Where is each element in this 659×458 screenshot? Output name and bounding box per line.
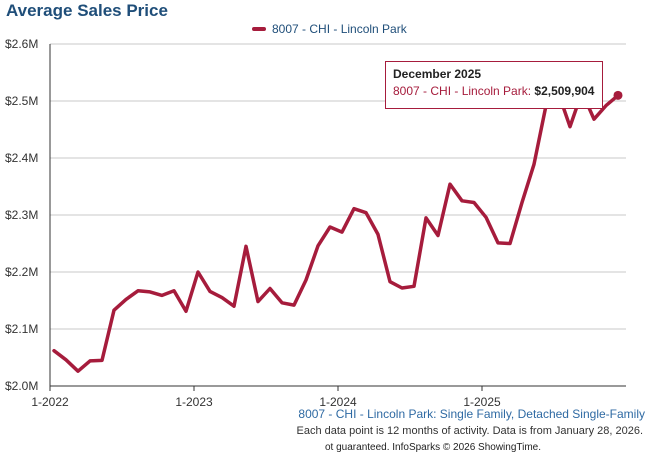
y-tick-label: $2.5M <box>5 94 38 108</box>
x-tick-label: 1-2025 <box>463 395 501 409</box>
chart-title: Average Sales Price <box>6 1 168 20</box>
legend-label: 8007 - CHI - Lincoln Park <box>272 22 407 36</box>
highlighted-point[interactable] <box>613 90 623 100</box>
x-tick-label: 1-2024 <box>319 395 357 409</box>
tooltip-series-label: 8007 - CHI - Lincoln Park: <box>393 84 532 98</box>
y-tick-label: $2.3M <box>5 208 38 222</box>
data-tooltip: December 2025 8007 - CHI - Lincoln Park:… <box>385 61 603 109</box>
y-axis-labels: $2.0M $2.1M $2.2M $2.3M $2.4M $2.5M $2.6M <box>5 37 38 393</box>
x-tick-label: 1-2022 <box>31 395 69 409</box>
data-note: Each data point is 12 months of activity… <box>296 425 643 437</box>
tooltip-value: $2,509,904 <box>534 84 595 98</box>
series-layer <box>52 90 623 373</box>
y-tick-label: $2.2M <box>5 265 38 279</box>
y-tick-label: $2.4M <box>5 151 38 165</box>
chart-subtitle: 8007 - CHI - Lincoln Park: Single Family… <box>298 407 645 421</box>
legend-item[interactable]: 8007 - CHI - Lincoln Park <box>252 22 407 36</box>
legend-swatch <box>252 27 266 31</box>
credit-text: ot guaranteed. InfoSparks © 2026 Showing… <box>325 442 542 453</box>
x-tick-label: 1-2023 <box>175 395 213 409</box>
x-axis: 1-2022 1-2023 1-2024 1-2025 <box>31 44 626 409</box>
series-line[interactable] <box>52 90 620 373</box>
tooltip-title: December 2025 <box>393 67 482 81</box>
y-tick-label: $2.1M <box>5 322 38 336</box>
y-tick-label: $2.0M <box>5 379 38 393</box>
y-tick-label: $2.6M <box>5 37 38 51</box>
